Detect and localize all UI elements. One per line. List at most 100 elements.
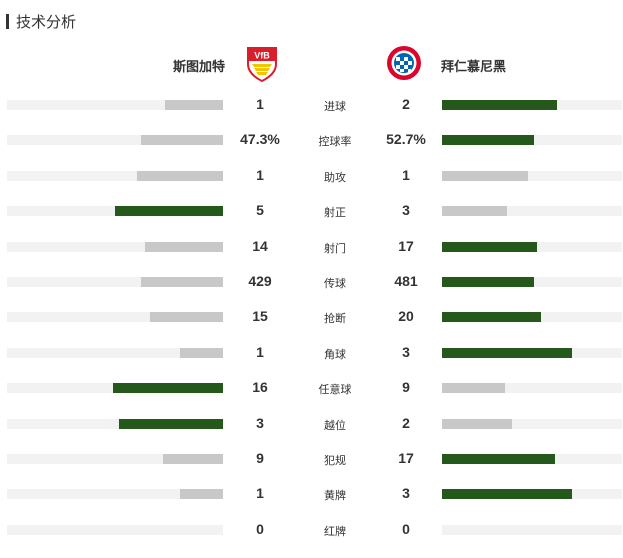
stat-label: 任意球: [318, 384, 352, 397]
home-stat-value: 1: [256, 166, 264, 183]
stat-row: 1 助攻 1: [0, 157, 623, 192]
home-stat-value: 1: [256, 343, 264, 360]
away-stat-bar: [442, 206, 507, 217]
away-stat-value: 3: [402, 343, 410, 360]
stat-row: 1 进球 2: [0, 86, 623, 121]
away-stat-bar: [442, 453, 555, 464]
svg-text:VfB: VfB: [254, 51, 270, 61]
home-stat-bar: [180, 489, 223, 500]
stat-label: 抢断: [324, 313, 346, 326]
team-header: 斯图加特 VfB 拜仁慕尼黑: [0, 42, 623, 88]
away-stat-bar: [442, 489, 572, 500]
away-team-logo-icon: [387, 46, 421, 80]
away-stat-track: [442, 453, 622, 464]
away-stat-track: [442, 312, 622, 323]
away-stat-value: 1: [402, 166, 410, 183]
home-stat-value: 14: [252, 237, 268, 254]
away-stat-track: [442, 276, 622, 287]
home-stat-track: [7, 383, 223, 394]
stat-label: 射正: [324, 207, 346, 220]
away-stat-value: 481: [394, 272, 418, 289]
home-stat-bar: [165, 100, 223, 110]
away-stat-bar: [442, 276, 534, 287]
home-stat-track: [7, 489, 223, 500]
home-team-name: 斯图加特: [172, 59, 225, 74]
home-team-logo-icon: VfB: [247, 47, 277, 82]
home-stat-bar: [141, 276, 223, 287]
home-stat-value: 47.3%: [240, 131, 280, 148]
away-stat-value: 2: [402, 414, 410, 431]
stat-row: 429 传球 481: [0, 263, 623, 298]
home-stat-bar: [137, 170, 223, 181]
stat-row: 0 红牌 0: [0, 511, 623, 546]
stat-label: 越位: [324, 419, 346, 432]
home-stat-value: 1: [256, 485, 264, 502]
away-stat-value: 52.7%: [386, 131, 426, 148]
home-stat-bar: [141, 135, 223, 146]
away-stat-value: 17: [398, 237, 414, 254]
stat-label: 角球: [324, 348, 346, 361]
home-stat-bar: [163, 453, 223, 464]
home-stat-track: [7, 276, 223, 287]
away-stat-track: [442, 524, 622, 535]
away-stat-bar: [442, 383, 505, 394]
away-stat-track: [442, 170, 622, 181]
stat-row: 5 射正 3: [0, 192, 623, 227]
home-stat-value: 9: [256, 449, 264, 466]
away-stat-value: 2: [402, 96, 410, 112]
away-stat-track: [442, 489, 622, 500]
away-stat-value: 0: [402, 520, 410, 537]
stats-table: 1 进球 2 47.3% 控球率 52.7% 1 助攻 1 5 射正 3 14 射门 17 429 传球 481 1…: [0, 86, 623, 546]
away-stat-track: [442, 135, 622, 146]
stat-row: 9 犯规 17: [0, 440, 623, 475]
home-stat-track: [7, 170, 223, 181]
home-stat-track: [7, 347, 223, 358]
away-stat-bar: [442, 100, 557, 110]
home-stat-value: 3: [256, 414, 264, 431]
stat-row: 15 抢断 20: [0, 298, 623, 333]
away-stat-bar: [442, 347, 572, 358]
home-stat-bar: [119, 418, 223, 429]
section-title: 技术分析: [6, 12, 77, 31]
stat-row: 14 射门 17: [0, 228, 623, 263]
away-stat-value: 17: [398, 449, 414, 466]
stat-row: 47.3% 控球率 52.7%: [0, 121, 623, 156]
away-stat-bar: [442, 135, 534, 146]
away-stat-value: 20: [398, 308, 414, 325]
stat-label: 控球率: [318, 136, 352, 149]
home-stat-bar: [150, 312, 223, 323]
home-stat-track: [7, 206, 223, 217]
home-stat-bar: [115, 206, 223, 217]
away-stat-track: [442, 100, 622, 110]
home-stat-track: [7, 418, 223, 429]
home-stat-track: [7, 312, 223, 323]
title-bar-mark: [6, 13, 9, 29]
stat-row: 16 任意球 9: [0, 369, 623, 404]
home-stat-bar: [113, 383, 223, 394]
home-stat-track: [7, 100, 223, 110]
home-stat-track: [7, 135, 223, 146]
stat-row: 3 越位 2: [0, 405, 623, 440]
away-stat-track: [442, 206, 622, 217]
away-stat-bar: [442, 312, 541, 323]
away-stat-value: 3: [402, 202, 410, 219]
stat-label: 射门: [324, 242, 346, 255]
stat-label: 黄牌: [324, 490, 346, 503]
home-stat-track: [7, 453, 223, 464]
away-stat-value: 3: [402, 485, 410, 502]
stat-label: 红牌: [324, 525, 346, 538]
away-stat-bar: [442, 241, 537, 252]
home-stat-bar: [180, 347, 223, 358]
away-stat-bar: [442, 170, 528, 181]
stat-label: 犯规: [324, 454, 346, 467]
stat-label: 进球: [324, 101, 346, 113]
away-stat-value: 9: [402, 379, 410, 396]
home-stat-track: [7, 524, 223, 535]
stat-row: 1 黄牌 3: [0, 475, 623, 510]
section-title-text: 技术分析: [16, 13, 77, 31]
stat-row: 1 角球 3: [0, 334, 623, 369]
home-stat-value: 429: [248, 272, 272, 289]
home-stat-value: 16: [252, 379, 268, 396]
home-stat-bar: [145, 241, 223, 252]
away-stat-track: [442, 347, 622, 358]
